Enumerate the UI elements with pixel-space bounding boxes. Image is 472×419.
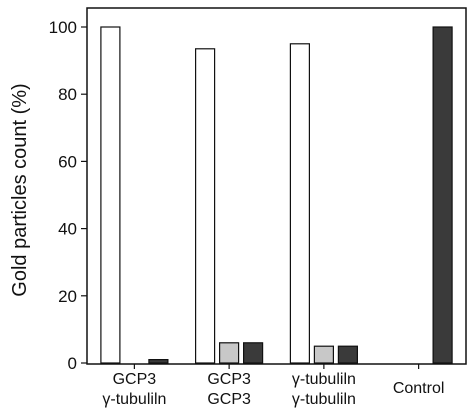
bars-layer	[100, 26, 453, 364]
bar-series1-cat2	[195, 48, 216, 364]
x-tick-label: γ-tubuliln	[102, 391, 166, 408]
x-tick-label: GCP3	[207, 371, 251, 388]
x-tick-label: Control	[393, 380, 445, 397]
plot-frame	[86, 7, 467, 365]
bar-series3-cat4	[432, 26, 453, 364]
axes-layer	[81, 7, 467, 369]
bar-series1-cat3	[289, 43, 310, 364]
labels-layer: GCP3 γ-tubuliln GCP3 GCP3 γ-tubuliln γ-tubuli…	[49, 18, 445, 408]
bar-series3-cat2	[243, 342, 264, 364]
bar-series2-cat2	[219, 342, 240, 364]
bar-series1-cat1	[100, 26, 121, 364]
x-tick-label: γ-tubuliln	[292, 371, 356, 388]
bar-series3-cat1	[148, 359, 169, 364]
y-tick-label: 60	[58, 152, 77, 171]
y-tick-label: 100	[49, 18, 77, 37]
bar-series3-cat3	[337, 345, 358, 364]
y-tick-label: 20	[58, 287, 77, 306]
bar-series2-cat3	[313, 345, 334, 364]
x-tick-label: GCP3	[113, 371, 157, 388]
y-tick-label: 80	[58, 85, 77, 104]
y-tick-label: 0	[68, 354, 77, 373]
x-tick-label: γ-tubuliln	[292, 391, 356, 408]
x-tick-label: GCP3	[207, 391, 251, 408]
y-axis-title: Gold particles count (%)	[9, 83, 31, 296]
y-tick-label: 40	[58, 220, 77, 239]
